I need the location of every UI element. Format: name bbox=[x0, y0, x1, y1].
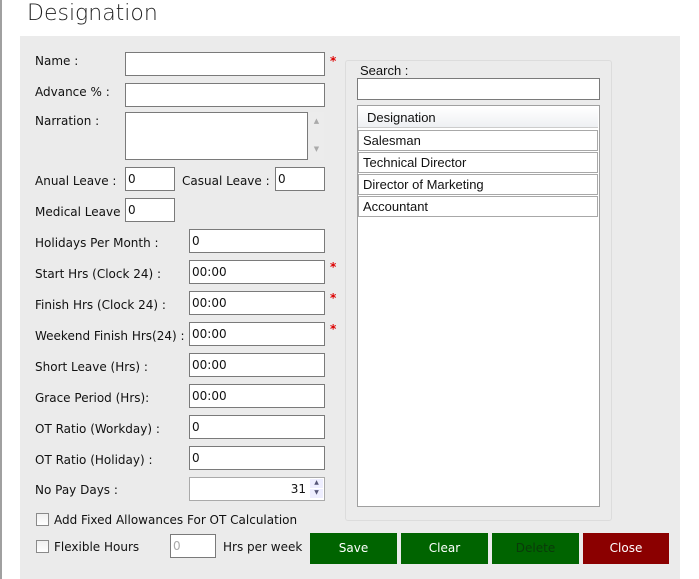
grace-period-label: Grace Period (Hrs): bbox=[35, 391, 150, 405]
no-pay-days-label: No Pay Days : bbox=[35, 483, 118, 497]
grid-row[interactable]: Director of Marketing bbox=[358, 174, 598, 195]
search-input[interactable] bbox=[357, 78, 600, 100]
holidays-label: Holidays Per Month : bbox=[35, 236, 159, 250]
grid-row[interactable]: Salesman bbox=[358, 130, 598, 151]
finish-hrs-label: Finish Hrs (Clock 24) : bbox=[35, 298, 166, 312]
close-button[interactable]: Close bbox=[583, 533, 669, 564]
narration-scrollbar[interactable]: ▲ ▼ bbox=[309, 112, 324, 160]
required-mark: * bbox=[330, 291, 337, 305]
stepper-up-icon[interactable]: ▲ bbox=[310, 479, 323, 488]
flexible-hours-label: Flexible Hours bbox=[54, 540, 140, 554]
ot-holiday-label: OT Ratio (Holiday) : bbox=[35, 453, 153, 467]
anual-leave-input[interactable]: 0 bbox=[125, 167, 175, 191]
finish-hrs-input[interactable]: 00:00 bbox=[189, 291, 325, 315]
advance-label: Advance % : bbox=[35, 85, 110, 99]
short-leave-input[interactable]: 00:00 bbox=[189, 353, 325, 377]
narration-label: Narration : bbox=[35, 114, 100, 128]
ot-workday-label: OT Ratio (Workday) : bbox=[35, 422, 160, 436]
required-mark: * bbox=[330, 54, 337, 68]
search-group bbox=[345, 60, 612, 521]
casual-leave-label: Casual Leave : bbox=[182, 174, 270, 188]
hrs-per-week-label: Hrs per week bbox=[223, 540, 303, 554]
start-hrs-input[interactable]: 00:00 bbox=[189, 260, 325, 284]
search-label: Search : bbox=[360, 63, 409, 78]
name-input[interactable] bbox=[125, 52, 325, 76]
scroll-down-icon[interactable]: ▼ bbox=[313, 145, 320, 153]
fixed-allowances-checkbox[interactable] bbox=[36, 513, 49, 526]
weekend-finish-input[interactable]: 00:00 bbox=[189, 322, 325, 346]
ot-workday-input[interactable]: 0 bbox=[189, 415, 325, 439]
save-button[interactable]: Save bbox=[310, 533, 397, 564]
fixed-allowances-label: Add Fixed Allowances For OT Calculation bbox=[54, 513, 298, 527]
required-mark: * bbox=[330, 260, 337, 274]
window-border bbox=[0, 0, 2, 579]
grid-header-designation[interactable]: Designation bbox=[358, 107, 598, 128]
page-title: Designation bbox=[27, 1, 158, 26]
required-mark: * bbox=[330, 322, 337, 336]
medical-leave-input[interactable]: 0 bbox=[125, 198, 175, 222]
ot-holiday-input[interactable]: 0 bbox=[189, 446, 325, 470]
short-leave-label: Short Leave (Hrs) : bbox=[35, 360, 148, 374]
grid-row[interactable]: Technical Director bbox=[358, 152, 598, 173]
scroll-up-icon[interactable]: ▲ bbox=[313, 117, 320, 125]
name-label: Name : bbox=[35, 54, 79, 68]
narration-textarea[interactable] bbox=[125, 112, 308, 160]
grid-row[interactable]: Accountant bbox=[358, 196, 598, 217]
clear-button[interactable]: Clear bbox=[401, 533, 488, 564]
no-pay-days-stepper[interactable]: 31 bbox=[189, 477, 325, 501]
delete-button[interactable]: Delete bbox=[492, 533, 579, 564]
weekend-finish-label: Weekend Finish Hrs(24) : bbox=[35, 329, 185, 343]
anual-leave-label: Anual Leave : bbox=[35, 174, 117, 188]
start-hrs-label: Start Hrs (Clock 24) : bbox=[35, 267, 162, 281]
advance-input[interactable] bbox=[125, 83, 325, 107]
hrs-per-week-input[interactable]: 0 bbox=[170, 534, 216, 558]
grace-period-input[interactable]: 00:00 bbox=[189, 384, 325, 408]
casual-leave-input[interactable]: 0 bbox=[275, 167, 325, 191]
flexible-hours-checkbox[interactable] bbox=[36, 540, 49, 553]
stepper-down-icon[interactable]: ▼ bbox=[310, 489, 323, 498]
holidays-input[interactable]: 0 bbox=[189, 229, 325, 253]
medical-leave-label: Medical Leave : bbox=[35, 205, 129, 219]
